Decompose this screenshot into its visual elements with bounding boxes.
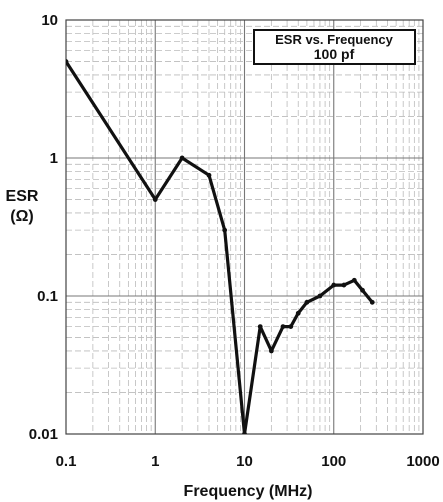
y-tick-labels: 10 1 0.1 0.01 (29, 12, 58, 443)
data-point (288, 324, 294, 330)
x-tick-label: 1 (151, 453, 159, 470)
data-point (206, 172, 212, 178)
data-point (66, 59, 69, 64)
series-layer (66, 59, 375, 434)
data-point (331, 282, 337, 288)
data-point (317, 293, 323, 299)
y-tick-label: 10 (41, 12, 58, 29)
data-point (242, 431, 247, 434)
x-tick-label: 100 (321, 453, 346, 470)
data-point (268, 348, 274, 354)
data-point (179, 155, 185, 161)
chart-title: ESR vs. Frequency (275, 32, 394, 47)
x-tick-labels: 0.1 1 10 100 1000 (56, 453, 440, 470)
data-point (295, 310, 301, 316)
data-point (152, 197, 158, 202)
chart-title-box: ESR vs. Frequency 100 pf (253, 29, 416, 65)
data-point (369, 299, 375, 305)
y-tick-label: 0.1 (37, 288, 58, 305)
data-point (280, 324, 286, 330)
y-axis-title-line2: (Ω) (10, 208, 33, 225)
y-tick-label: 1 (50, 150, 58, 167)
data-point (304, 299, 310, 305)
data-point (257, 324, 263, 330)
y-tick-label: 0.01 (29, 426, 58, 443)
data-point (222, 227, 228, 233)
x-tick-label: 0.1 (56, 453, 77, 470)
data-point (351, 277, 357, 283)
grid-lines (66, 20, 423, 434)
chart-subtitle: 100 pf (314, 46, 355, 62)
x-axis-title: Frequency (MHz) (184, 483, 313, 500)
data-point (341, 282, 347, 288)
data-point (360, 287, 365, 293)
title-box-frame (253, 29, 416, 65)
x-tick-label: 1000 (406, 453, 439, 470)
y-axis-title-line1: ESR (6, 188, 39, 205)
x-tick-label: 10 (236, 453, 253, 470)
